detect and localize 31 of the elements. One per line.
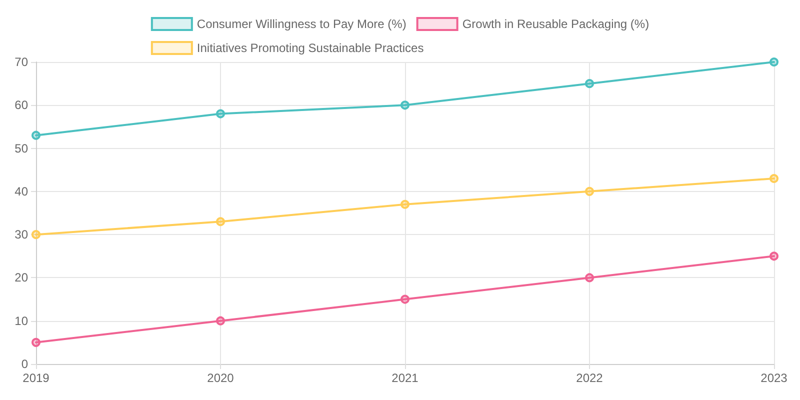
point (32, 338, 40, 347)
x-tick-label: 2020 (207, 371, 234, 385)
x-tick-label: 2022 (576, 371, 604, 385)
y-tick-label: 60 (14, 98, 28, 112)
y-tick-label: 0 (21, 357, 28, 371)
point (216, 316, 225, 326)
point (585, 79, 594, 88)
point (32, 230, 40, 240)
point (400, 100, 410, 110)
point (585, 273, 594, 282)
y-tick-label: 20 (14, 270, 28, 285)
point (770, 252, 778, 261)
legend-label: Initiatives Promoting Sustainable Practices (196, 41, 424, 55)
x-tick-label: 2021 (392, 371, 419, 385)
legend-label: Consumer Willingness to Pay More (%) (196, 17, 406, 31)
legend-label: Growth in Reusable Packaging (%) (462, 17, 650, 31)
y-tick-label: 40 (14, 184, 28, 198)
point (585, 186, 594, 196)
point (770, 174, 778, 183)
point (400, 294, 410, 304)
point (400, 200, 410, 209)
y-tick-label: 50 (14, 141, 28, 156)
point (216, 109, 225, 118)
point (216, 217, 225, 226)
x-tick-label: 2019 (22, 371, 50, 385)
point (32, 130, 40, 140)
y-tick-label: 10 (14, 314, 28, 328)
y-tick-label: 30 (14, 228, 28, 242)
point (770, 58, 778, 66)
y-tick-label: 70 (14, 55, 28, 69)
x-tick-label: 2023 (760, 371, 788, 385)
